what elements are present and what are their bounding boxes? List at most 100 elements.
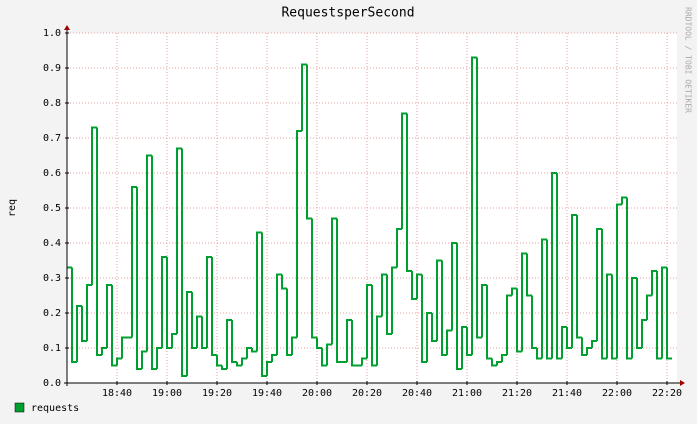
step-segment (276, 273, 282, 355)
step-segment (526, 253, 532, 297)
step-segment (201, 316, 207, 349)
x-tick-label: 18:40 (102, 388, 132, 399)
step-segment (176, 147, 182, 334)
step-segment (216, 355, 222, 367)
step-segment (371, 285, 377, 367)
legend-label: requests (31, 403, 79, 414)
step-segment (191, 292, 197, 349)
x-tick-label: 19:20 (202, 388, 232, 399)
step-segment (261, 232, 267, 377)
step-segment (231, 320, 237, 363)
step-segment (556, 173, 562, 360)
step-segment (351, 320, 357, 367)
step-segment (411, 271, 417, 300)
x-tick-label: 20:00 (302, 388, 332, 399)
step-segment (631, 277, 637, 359)
y-tick-label: 0.8 (43, 98, 61, 109)
step-segment (291, 336, 297, 355)
step-segment (121, 336, 127, 359)
step-segment (136, 187, 142, 370)
y-tick-label: 0.1 (43, 343, 61, 354)
step-segment (236, 362, 242, 367)
step-segment (461, 326, 467, 369)
step-segment (181, 148, 187, 377)
step-segment (146, 154, 152, 352)
step-segment (601, 229, 607, 360)
step-segment (566, 327, 572, 349)
step-segment (296, 130, 302, 338)
step-segment (486, 285, 492, 360)
x-tick-label: 22:00 (602, 388, 632, 399)
step-segment (101, 347, 107, 355)
x-tick-label: 21:00 (452, 388, 482, 399)
x-tick-label: 19:00 (152, 388, 182, 399)
step-segment (301, 63, 307, 131)
step-segment (226, 319, 232, 369)
x-tick-label: 20:20 (352, 388, 382, 399)
step-segment (246, 347, 252, 359)
step-segment (511, 287, 517, 296)
step-segment (86, 284, 92, 341)
step-segment (196, 315, 202, 348)
step-segment (546, 239, 552, 360)
step-segment (386, 274, 392, 335)
step-segment (106, 284, 112, 348)
step-segment (451, 242, 457, 331)
step-segment (626, 197, 632, 360)
step-segment (661, 266, 667, 359)
step-segment (161, 256, 167, 348)
step-segment (71, 267, 77, 363)
step-segment (141, 350, 147, 369)
step-segment (551, 172, 557, 359)
step-segment (256, 231, 262, 352)
step-segment (396, 228, 402, 268)
y-tick-label: 0.4 (43, 238, 61, 249)
step-segment (561, 326, 567, 359)
y-tick-label: 0.5 (43, 203, 61, 214)
step-segment (381, 273, 387, 317)
step-segment (156, 347, 162, 369)
step-segment (91, 126, 97, 285)
step-segment (521, 252, 527, 352)
step-segment (586, 347, 592, 355)
step-segment (331, 217, 337, 345)
y-tick-label: 0.6 (43, 168, 61, 179)
step-segment (281, 274, 287, 290)
step-segment (336, 218, 342, 363)
step-segment (416, 273, 422, 299)
step-segment (536, 348, 542, 360)
step-segment (506, 294, 512, 355)
step-segment (206, 256, 212, 348)
step-segment (151, 155, 157, 370)
step-segment (621, 196, 627, 205)
step-segment (421, 274, 427, 363)
watermark: RRDTOOL / TOBI OETIKER (684, 7, 693, 113)
step-segment (581, 337, 587, 356)
step-segment (576, 215, 582, 339)
step-segment (211, 257, 217, 356)
step-segment (366, 284, 372, 359)
step-segment (131, 186, 137, 338)
y-tick-label: 1.0 (43, 28, 61, 39)
step-segment (431, 313, 437, 342)
step-segment (516, 288, 522, 353)
step-segment (501, 354, 507, 362)
step-segment (166, 257, 172, 349)
step-segment (346, 319, 352, 362)
step-segment (306, 64, 312, 220)
step-segment (406, 113, 412, 272)
step-segment (471, 56, 477, 355)
x-tick-label: 19:40 (252, 388, 282, 399)
step-segment (186, 291, 192, 376)
y-tick-label: 0.9 (43, 63, 61, 74)
step-segment (251, 348, 257, 353)
step-segment (491, 358, 497, 367)
step-segment (116, 357, 122, 366)
legend-swatch (14, 402, 25, 413)
step-segment (376, 315, 382, 366)
step-segment (221, 365, 227, 370)
step-segment (651, 270, 657, 296)
x-tick-label: 20:40 (402, 388, 432, 399)
step-segment (596, 228, 602, 341)
step-segment (656, 271, 662, 360)
